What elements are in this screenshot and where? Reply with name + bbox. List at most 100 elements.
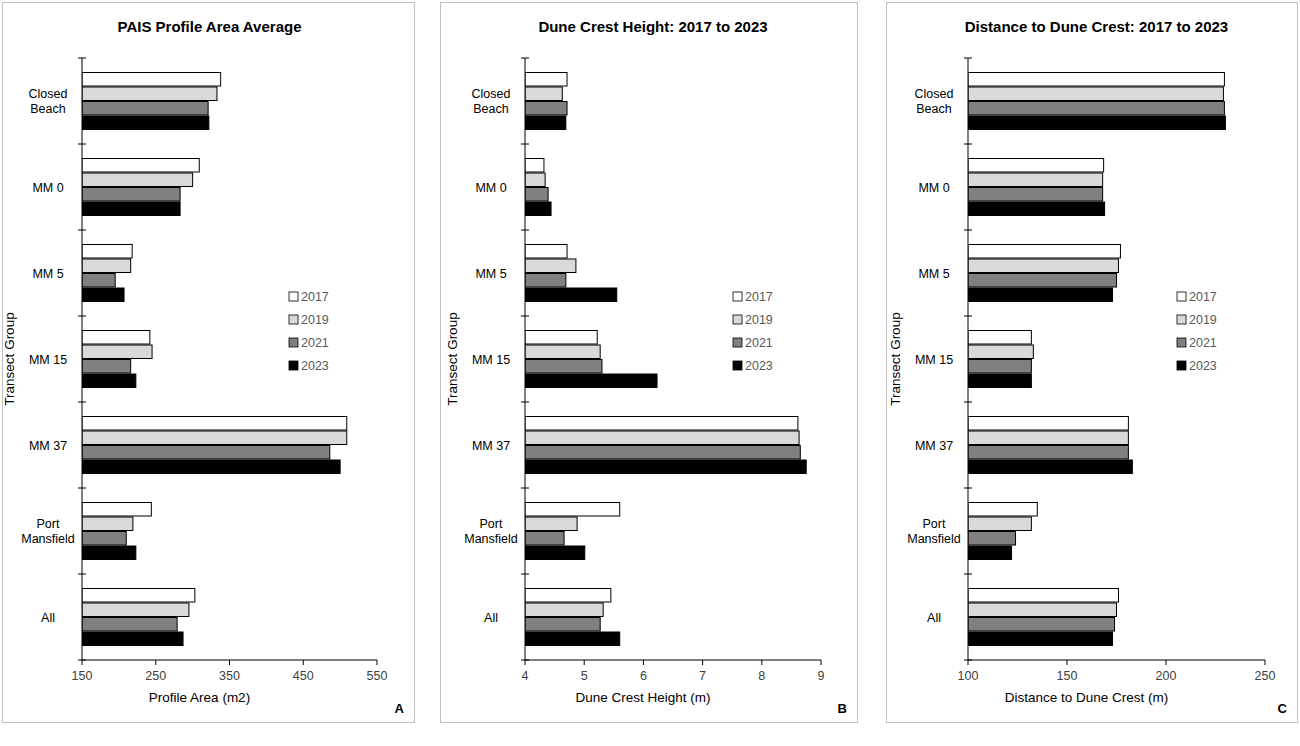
background [0, 0, 1300, 746]
bar [968, 159, 1104, 173]
category-label: PortMansfield [907, 517, 961, 546]
bar [968, 188, 1103, 202]
legend-label: 2017 [301, 290, 329, 304]
panel-letter: B [838, 701, 847, 716]
category-label-line: MM 37 [915, 439, 953, 453]
bar [82, 618, 177, 632]
bar [968, 259, 1118, 273]
bar [82, 188, 180, 202]
bar [525, 87, 562, 101]
bar [525, 431, 799, 445]
y-axis-label: Transect Group [2, 312, 17, 405]
category-tick [78, 402, 86, 403]
legend-label: 2017 [1189, 290, 1217, 304]
bar [968, 546, 1012, 560]
category-label: MM 37 [472, 439, 510, 453]
category-tick [78, 230, 86, 231]
x-tick-label: 250 [1255, 669, 1276, 683]
figure: PAIS Profile Area AverageClosedBeachMM 0… [0, 0, 1300, 746]
bar [968, 446, 1128, 460]
bar [82, 173, 193, 187]
legend-swatch [289, 315, 298, 324]
legend-label: 2019 [745, 313, 773, 327]
legend-label: 2017 [745, 290, 773, 304]
bar [82, 102, 208, 116]
bar [82, 202, 180, 216]
bar [525, 503, 620, 517]
x-tick-label: 200 [1156, 669, 1177, 683]
bar [525, 517, 577, 531]
legend-swatch [733, 292, 742, 301]
category-axis [525, 58, 526, 660]
category-tick [521, 230, 529, 231]
category-label-line: Mansfield [907, 532, 961, 546]
category-label: MM 0 [475, 181, 506, 195]
category-label: MM 0 [32, 181, 63, 195]
bar [968, 532, 1016, 546]
bar [525, 331, 597, 345]
category-label-line: All [484, 611, 498, 625]
y-axis-label: Transect Group [445, 312, 460, 405]
bar [82, 446, 330, 460]
category-label-line: Beach [30, 102, 65, 116]
bar [82, 288, 124, 302]
legend-swatch [1177, 292, 1186, 301]
bar [82, 431, 347, 445]
x-axis-label: Distance to Dune Crest (m) [1005, 690, 1169, 705]
category-label-line: Port [37, 517, 60, 531]
bar [525, 417, 798, 431]
bar [82, 245, 132, 259]
category-tick [78, 316, 86, 317]
category-tick [78, 574, 86, 575]
legend-swatch [1177, 361, 1186, 370]
legend-swatch [733, 361, 742, 370]
bar [968, 202, 1105, 216]
category-label-line: All [927, 611, 941, 625]
bar [82, 460, 340, 474]
bar [82, 517, 133, 531]
category-label: PortMansfield [21, 517, 75, 546]
bar [82, 73, 221, 87]
category-label-line: MM 37 [472, 439, 510, 453]
bar [968, 345, 1033, 359]
bar [82, 503, 151, 517]
category-tick [964, 230, 972, 231]
legend-label: 2019 [1189, 313, 1217, 327]
category-label: All [484, 611, 498, 625]
bar [525, 102, 567, 116]
bar [525, 345, 600, 359]
x-tick-label: 100 [958, 669, 979, 683]
bar [968, 503, 1037, 517]
bar [82, 374, 136, 388]
bars [525, 73, 806, 646]
legend-label: 2023 [745, 359, 773, 373]
category-tick [964, 144, 972, 145]
category-tick [964, 402, 972, 403]
panel: Distance to Dune Crest: 2017 to 2023Clos… [887, 3, 1298, 723]
bar [525, 274, 566, 288]
bar [82, 259, 131, 273]
bars [968, 73, 1225, 646]
bar [525, 159, 544, 173]
x-tick [761, 660, 762, 665]
bar [525, 259, 576, 273]
category-label: ClosedBeach [472, 87, 511, 116]
category-label-line: Port [923, 517, 946, 531]
bar [525, 245, 567, 259]
bar [525, 116, 566, 130]
category-label: MM 37 [29, 439, 67, 453]
category-label: MM 15 [29, 353, 67, 367]
bar [525, 632, 620, 646]
category-label-line: MM 0 [475, 181, 506, 195]
x-tick-label: 450 [293, 669, 314, 683]
legend-swatch [289, 338, 298, 347]
bar [968, 173, 1103, 187]
bar [968, 618, 1115, 632]
category-axis [82, 58, 83, 660]
legend-label: 2023 [1189, 359, 1217, 373]
x-tick [377, 660, 378, 665]
category-tick [78, 58, 86, 59]
bar [525, 460, 806, 474]
bar [968, 431, 1128, 445]
bar [525, 603, 603, 617]
